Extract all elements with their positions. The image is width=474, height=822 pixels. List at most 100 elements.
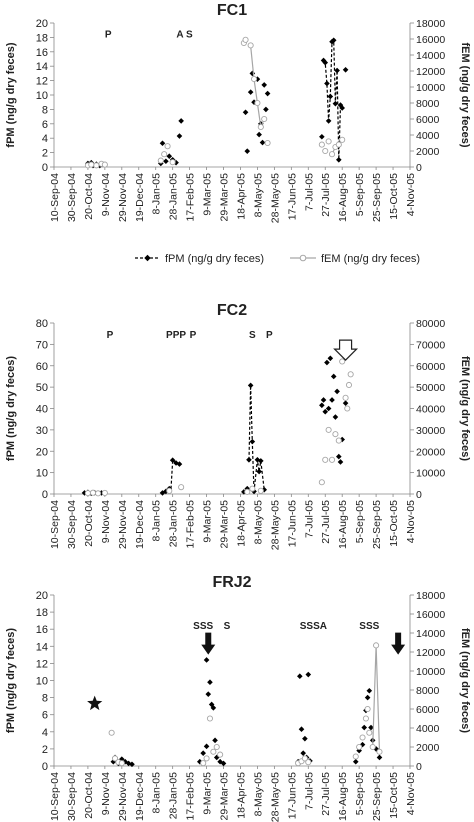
chart-title: FC1	[217, 2, 247, 19]
y-tick-label: 80	[36, 318, 48, 330]
y-tick-label: 8	[42, 104, 48, 116]
chart-fc1: FC1 0 2 4 6 8 10 12 14 16 18 20 0 2000 4000 6000 8000 100…	[5, 2, 471, 223]
fem-point	[249, 485, 256, 492]
fpm-point	[352, 758, 359, 765]
fpm-point	[364, 694, 371, 701]
fem-point	[157, 157, 164, 164]
fem-point	[111, 755, 119, 762]
x-tick-label: 16-Aug-05	[337, 772, 349, 821]
y-tick-label: 50	[36, 382, 48, 394]
annotation-label: P	[190, 330, 197, 341]
x-tick-label: 7-Jul-05	[303, 772, 315, 810]
fem-point	[250, 75, 258, 83]
x-tick-label: 9-Mar-05	[202, 173, 214, 216]
fpm-point	[327, 93, 334, 100]
annotation-label: P	[105, 29, 112, 40]
fem-point	[332, 431, 339, 438]
y2-tick-label: 8000	[416, 98, 440, 110]
fem-point	[322, 147, 329, 155]
x-tick-label: 29-Mar-05	[219, 500, 231, 549]
fpm-point	[297, 673, 303, 680]
fem-point	[369, 743, 376, 751]
x-tick-label: 30-Sep-04	[66, 500, 78, 549]
y-tick-label: 12	[36, 658, 48, 670]
x-tick-label: 28-May-05	[269, 772, 281, 822]
x-tick-label: 28-Jan-05	[168, 173, 180, 220]
x-tick-label: 29-Mar-05	[219, 772, 231, 821]
y2-tick-label: 2000	[416, 742, 440, 754]
fpm-point	[247, 89, 254, 95]
fpm-point	[320, 397, 327, 403]
y2-tick-label: 8000	[416, 685, 440, 697]
x-tick-label: 25-Sep-05	[371, 500, 383, 549]
fem-point	[305, 759, 312, 766]
x-tick-label: 8-May-05	[252, 173, 264, 218]
fem-point	[95, 490, 102, 497]
fem-point	[210, 748, 217, 755]
y-tick-label: 10	[36, 468, 48, 480]
fem-point	[347, 371, 354, 378]
fpm-point	[342, 67, 349, 73]
legend-fpm-label: fPM (ng/g dry feces)	[165, 253, 264, 265]
x-tick-label: 18-Apr-05	[235, 500, 247, 547]
fem-point	[89, 489, 97, 496]
fpm-point	[251, 99, 257, 105]
fem-point	[328, 151, 336, 158]
x-tick-label: 4-Nov-05	[405, 772, 417, 815]
fem-point	[318, 141, 325, 148]
fpm-point	[159, 140, 166, 147]
fpm-point	[332, 100, 339, 107]
fem-point	[342, 394, 349, 401]
fpm-point	[327, 355, 334, 362]
fpm-point	[205, 691, 212, 697]
fpm-point	[178, 118, 184, 124]
fem-point	[359, 734, 366, 741]
x-tick-label: 28-May-05	[269, 173, 281, 223]
fpm-point	[330, 373, 337, 380]
y-tick-label: 16	[36, 624, 48, 636]
fpm-point	[254, 457, 261, 463]
fem-point	[325, 426, 332, 433]
annotation-label: P	[107, 330, 114, 341]
fpm-point	[325, 118, 332, 124]
y-tick-label: 4	[42, 727, 48, 739]
x-tick-label: 15-Oct-05	[388, 500, 400, 547]
fem-point	[257, 123, 264, 131]
x-tick-label: 8-Jan-05	[151, 173, 163, 215]
fem-point	[166, 487, 173, 494]
legend-fpm-marker	[144, 254, 151, 262]
x-tick-label: 18-Apr-05	[235, 772, 247, 819]
fem-point	[373, 642, 380, 649]
fpm-point	[259, 139, 266, 146]
x-tick-label: 5-Sep-05	[354, 772, 366, 815]
annotation-label: A S	[176, 29, 193, 40]
x-tick-label: 7-Jul-05	[303, 500, 315, 538]
y-tick-label: 6	[42, 710, 48, 722]
fpm-point	[173, 159, 179, 166]
y2-tick-label: 50000	[416, 382, 445, 394]
annotation-label: P	[166, 330, 173, 341]
x-tick-label: 30-Sep-04	[66, 772, 78, 821]
y2-tick-label: 60000	[416, 361, 445, 373]
y2-tick-label: 30000	[416, 425, 445, 437]
fpm-point	[129, 761, 135, 768]
fpm-point	[173, 460, 179, 466]
y-tick-label: 18	[36, 607, 48, 619]
fpm-point	[329, 397, 335, 403]
fem-point	[169, 159, 176, 166]
y2-tick-label: 0	[416, 489, 422, 501]
fpm-point	[332, 414, 339, 420]
y-tick-label: 8	[42, 693, 48, 705]
y-tick-label: 20	[36, 446, 48, 458]
fpm-point	[249, 70, 256, 77]
y2-tick-label: 40000	[416, 404, 445, 416]
fpm-point	[249, 438, 256, 445]
y-tick-label: 6	[42, 119, 48, 131]
fem-point	[335, 141, 342, 148]
fem-point	[88, 161, 95, 168]
legend-fem-marker	[299, 254, 307, 262]
fpm-point	[176, 133, 183, 139]
x-tick-label: 20-Oct-04	[83, 500, 95, 547]
x-tick-label: 15-Oct-05	[388, 772, 400, 819]
fem-point	[242, 36, 249, 43]
